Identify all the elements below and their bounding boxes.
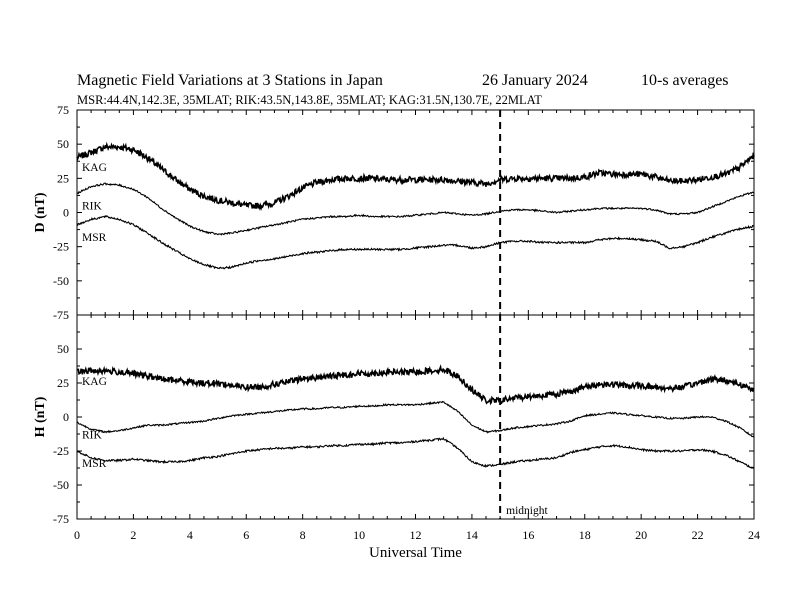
x-axis-title: Universal Time bbox=[369, 545, 462, 561]
series-label-msr: MSR bbox=[82, 458, 107, 470]
x-tick-label: 24 bbox=[748, 528, 760, 542]
x-tick-label: 14 bbox=[466, 528, 478, 542]
x-tick-label: 10 bbox=[353, 528, 365, 542]
x-tick-label: 18 bbox=[579, 528, 591, 542]
x-tick-label: 12 bbox=[410, 528, 422, 542]
y-tick-label: 75 bbox=[57, 103, 69, 117]
x-tick-label: 16 bbox=[522, 528, 534, 542]
x-tick-label: 20 bbox=[635, 528, 647, 542]
series-label-kag: KAG bbox=[82, 376, 107, 388]
series-label-rik: RIK bbox=[82, 429, 103, 441]
series-label-kag: KAG bbox=[82, 162, 107, 174]
y-tick-label: -25 bbox=[53, 240, 69, 254]
y-tick-label: 0 bbox=[63, 410, 69, 424]
x-tick-label: 4 bbox=[187, 528, 193, 542]
y-axis-title: H (nT) bbox=[33, 396, 48, 437]
series-line-kag bbox=[76, 141, 755, 211]
chart-date: 26 January 2024 bbox=[482, 72, 588, 89]
y-axis-title: D (nT) bbox=[33, 192, 48, 232]
y-tick-label: 50 bbox=[57, 137, 69, 151]
x-tick-label: 22 bbox=[692, 528, 704, 542]
x-tick-label: 8 bbox=[300, 528, 306, 542]
series-line-msr bbox=[76, 215, 755, 270]
y-tick-label: -50 bbox=[53, 274, 69, 288]
y-tick-label: -50 bbox=[53, 478, 69, 492]
y-tick-label: -75 bbox=[53, 308, 69, 322]
series-line-kag bbox=[76, 364, 755, 406]
averaging-note: 10-s averages bbox=[641, 72, 729, 89]
series-line-rik bbox=[76, 182, 755, 236]
x-tick-label: 6 bbox=[243, 528, 249, 542]
midnight-label: midnight bbox=[506, 505, 548, 517]
y-tick-label: 25 bbox=[57, 171, 69, 185]
y-tick-label: 0 bbox=[63, 206, 69, 220]
series-line-msr bbox=[76, 436, 755, 470]
stations-info: MSR:44.4N,142.3E, 35MLAT; RIK:43.5N,143.… bbox=[77, 93, 542, 107]
plot-frame-top bbox=[76, 109, 755, 316]
x-tick-label: 2 bbox=[130, 528, 136, 542]
x-tick-label: 0 bbox=[74, 528, 80, 542]
y-tick-label: -75 bbox=[53, 512, 69, 526]
series-label-msr: MSR bbox=[82, 232, 107, 244]
series-line-rik bbox=[76, 400, 755, 438]
series-label-rik: RIK bbox=[82, 200, 103, 212]
y-tick-label: 25 bbox=[57, 376, 69, 390]
y-tick-label: 50 bbox=[57, 342, 69, 356]
chart-title: Magnetic Field Variations at 3 Stations … bbox=[77, 72, 383, 89]
y-tick-label: -25 bbox=[53, 444, 69, 458]
